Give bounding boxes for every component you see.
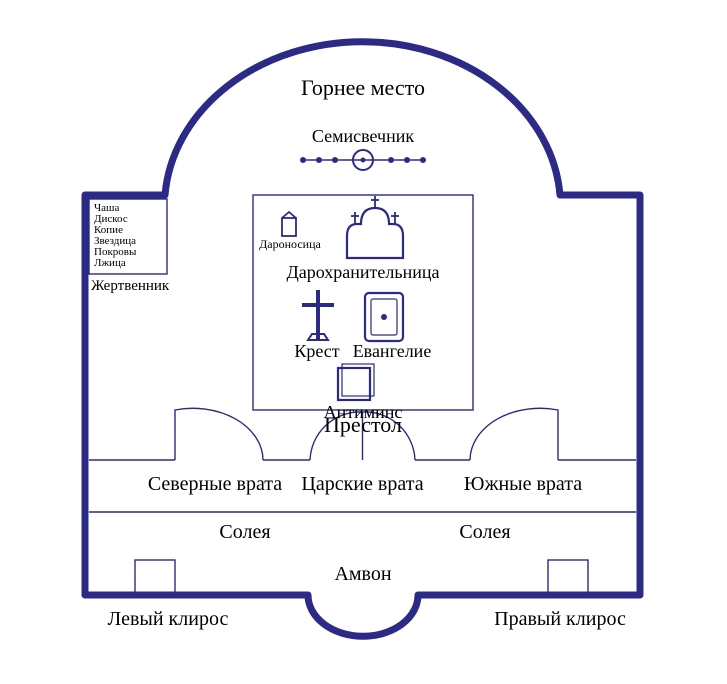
antimins-icon — [338, 368, 370, 400]
labels.soleya.right: Солея — [459, 521, 510, 543]
semisvechnik-dot — [361, 158, 366, 163]
prestol-rect — [253, 195, 473, 410]
labels.daronositsa: Дароносица — [259, 237, 321, 251]
south-gate-icon — [470, 408, 558, 460]
labels.severnye_vrata: Северные врата — [148, 473, 282, 495]
right-kliros-rect — [548, 560, 588, 595]
altar-diagram: Горнее место Семисвечник Дароносица Дарохра… — [0, 0, 727, 684]
labels.darokhranitelnitsa: Дарохранительница — [286, 262, 439, 282]
semisvechnik-bead — [404, 157, 410, 163]
labels.evangelie: Евангелие — [353, 341, 432, 361]
labels.amvon: Амвон — [334, 563, 391, 585]
evangelie-gem — [381, 314, 387, 320]
labels.yuzhnye_vrata: Южные врата — [464, 473, 582, 495]
semisvechnik-bead — [316, 157, 322, 163]
labels.tsarskie_vrata: Царские врата — [301, 473, 423, 495]
labels.prestol: Престол — [324, 412, 402, 437]
labels.levyi_kliros: Левый клирос — [108, 608, 229, 630]
labels.soleya.left: Солея — [219, 521, 270, 543]
labels.zhertvennik_items.5: Лжица — [94, 257, 126, 269]
semisvechnik-bead — [332, 157, 338, 163]
semisvechnik-bead — [300, 157, 306, 163]
left-kliros-rect — [135, 560, 175, 595]
semisvechnik-bead — [388, 157, 394, 163]
labels.pravyi_kliros: Правый клирос — [494, 608, 626, 630]
labels.krest: Крест — [294, 341, 339, 361]
labels.zhertvennik: Жертвенник — [91, 278, 170, 294]
north-gate-icon — [175, 408, 263, 460]
daronositsa-icon — [282, 218, 296, 236]
semisvechnik-bead — [420, 157, 426, 163]
labels.gornee_mesto: Горнее место — [301, 75, 425, 100]
labels.semisvechnik: Семисвечник — [312, 126, 414, 146]
